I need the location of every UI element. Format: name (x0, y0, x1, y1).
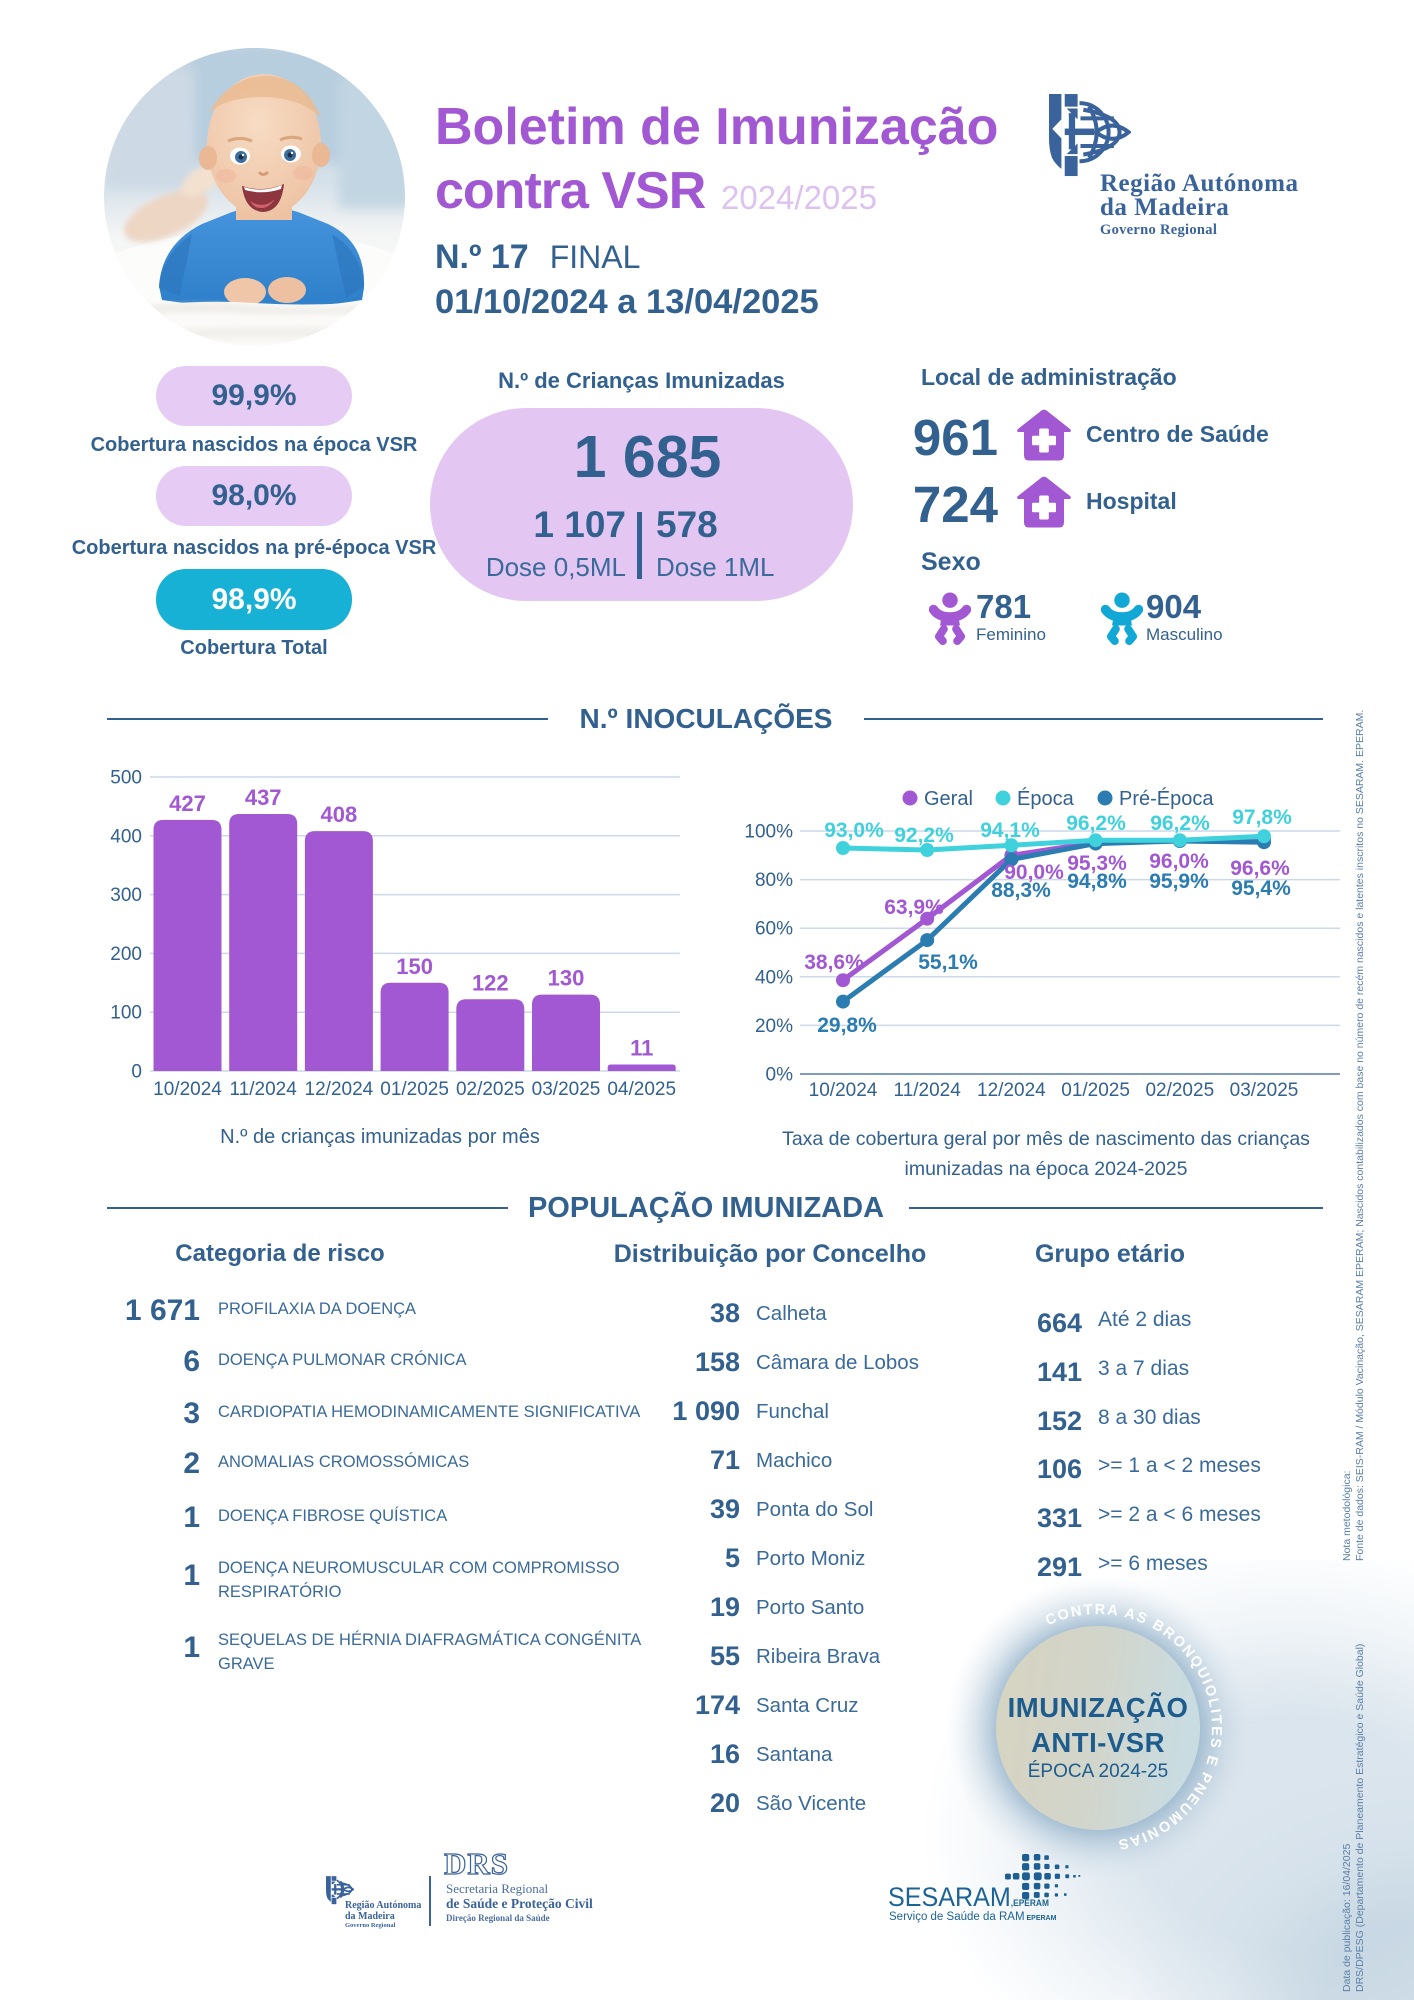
svg-text:437: 437 (245, 785, 282, 810)
svg-text:02/2025: 02/2025 (1145, 1080, 1214, 1101)
svg-text:130: 130 (548, 966, 585, 991)
svg-text:Pré-Época: Pré-Época (1119, 787, 1214, 810)
svg-text:10/2024: 10/2024 (153, 1079, 222, 1100)
svg-text:03/2025: 03/2025 (1230, 1080, 1299, 1101)
svg-text:63,9%: 63,9% (884, 896, 944, 919)
svg-text:95,9%: 95,9% (1149, 870, 1209, 893)
svg-text:40%: 40% (755, 967, 793, 988)
svg-text:400: 400 (110, 826, 142, 847)
svg-text:0: 0 (131, 1062, 142, 1083)
svg-text:427: 427 (169, 791, 206, 816)
svg-text:Época: Época (1017, 787, 1075, 810)
svg-text:Geral: Geral (924, 788, 973, 810)
svg-text:38,6%: 38,6% (804, 951, 864, 974)
svg-text:04/2025: 04/2025 (607, 1079, 676, 1100)
svg-text:10/2024: 10/2024 (809, 1080, 878, 1101)
svg-text:500: 500 (110, 768, 142, 789)
svg-text:02/2025: 02/2025 (456, 1079, 525, 1100)
svg-text:92,2%: 92,2% (894, 824, 954, 847)
svg-text:300: 300 (110, 885, 142, 906)
svg-text:150: 150 (396, 954, 433, 979)
svg-text:97,8%: 97,8% (1232, 806, 1292, 829)
svg-text:12/2024: 12/2024 (977, 1080, 1046, 1101)
svg-text:88,3%: 88,3% (991, 879, 1051, 902)
svg-text:11: 11 (630, 1036, 653, 1061)
svg-text:01/2025: 01/2025 (1061, 1080, 1130, 1101)
svg-text:01/2025: 01/2025 (380, 1079, 449, 1100)
svg-text:100: 100 (110, 1003, 142, 1024)
svg-text:03/2025: 03/2025 (532, 1079, 601, 1100)
svg-text:60%: 60% (755, 919, 793, 940)
svg-text:96,0%: 96,0% (1149, 850, 1209, 873)
svg-text:90,0%: 90,0% (1004, 861, 1064, 884)
svg-text:11/2024: 11/2024 (894, 1080, 962, 1101)
svg-text:93,0%: 93,0% (824, 819, 884, 842)
svg-text:100%: 100% (744, 822, 793, 843)
svg-text:94,1%: 94,1% (980, 819, 1040, 842)
svg-text:408: 408 (321, 802, 358, 827)
svg-text:96,6%: 96,6% (1230, 857, 1290, 880)
svg-text:ANTI-VSR: ANTI-VSR (1031, 1727, 1165, 1758)
svg-text:IMUNIZAÇÃO: IMUNIZAÇÃO (1008, 1692, 1189, 1723)
svg-text:80%: 80% (755, 870, 793, 891)
svg-text:11/2024: 11/2024 (230, 1079, 298, 1100)
svg-text:0%: 0% (766, 1065, 794, 1086)
svg-text:ÉPOCA 2024-25: ÉPOCA 2024-25 (1028, 1761, 1168, 1782)
svg-text:122: 122 (472, 970, 509, 995)
svg-text:20%: 20% (755, 1016, 793, 1037)
svg-text:94,8%: 94,8% (1067, 870, 1127, 893)
svg-text:95,4%: 95,4% (1231, 877, 1291, 900)
svg-text:96,2%: 96,2% (1066, 812, 1126, 835)
svg-text:29,8%: 29,8% (817, 1014, 877, 1037)
svg-text:96,2%: 96,2% (1150, 812, 1210, 835)
svg-text:12/2024: 12/2024 (305, 1079, 374, 1100)
svg-text:55,1%: 55,1% (918, 951, 978, 974)
svg-text:200: 200 (110, 944, 142, 965)
svg-text:95,3%: 95,3% (1067, 852, 1127, 875)
